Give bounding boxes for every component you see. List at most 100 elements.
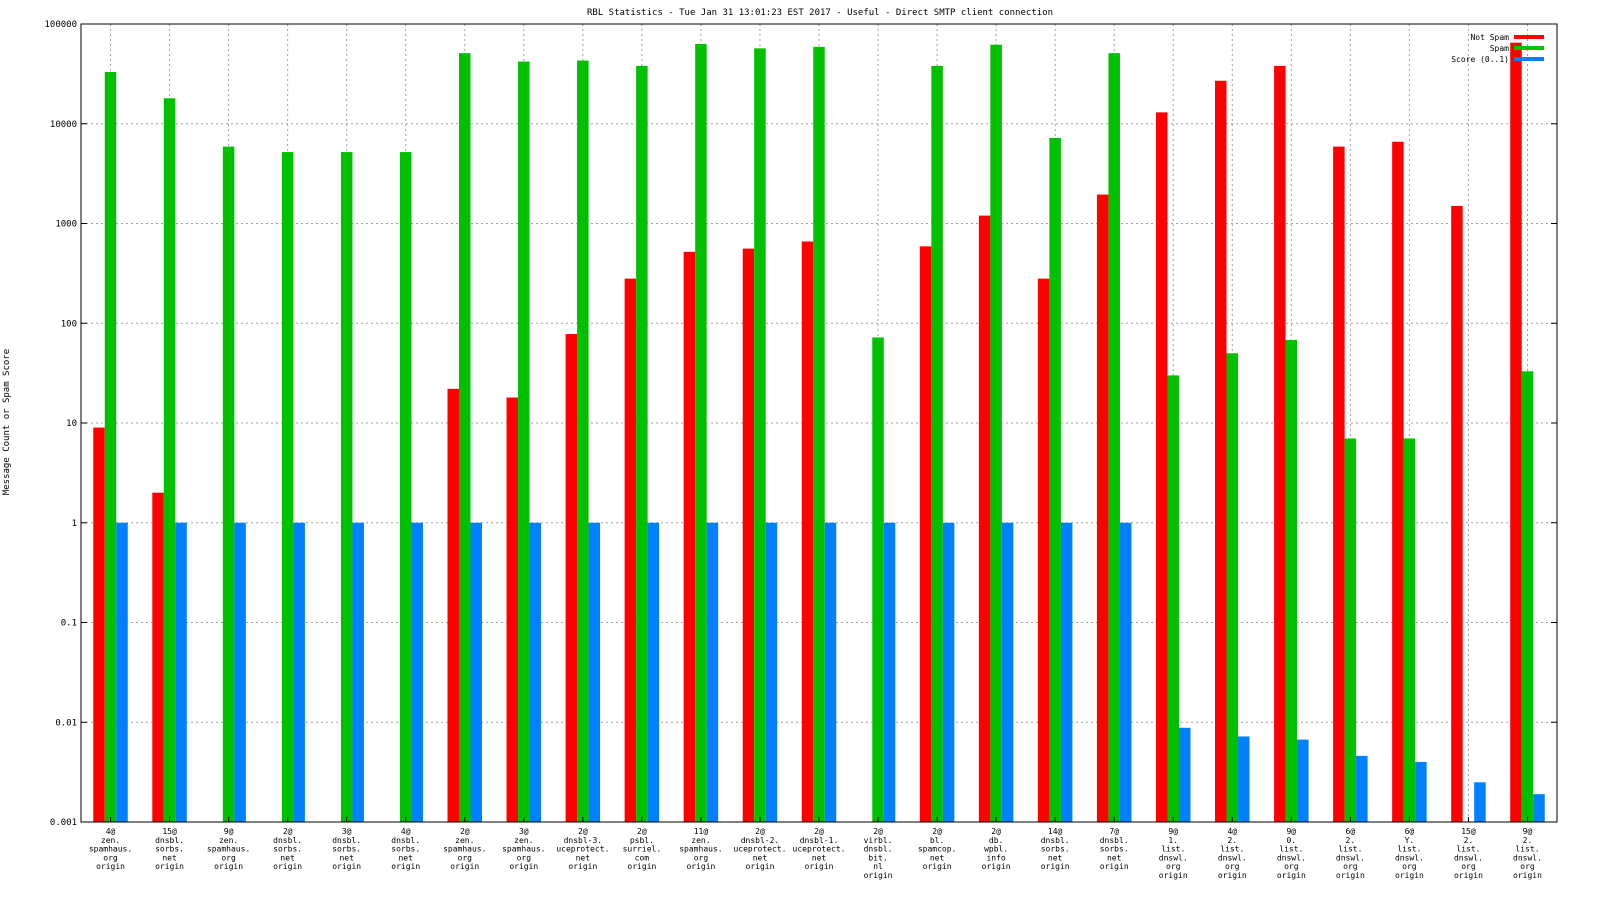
bar-spam: [1403, 438, 1416, 822]
bar-spam: [754, 48, 766, 822]
y-tick-label: 0.01: [55, 718, 77, 728]
y-tick-label: 1: [72, 519, 77, 529]
bar-not-spam: [742, 248, 755, 823]
bar-not-spam: [978, 215, 991, 822]
bar-spam: [636, 65, 648, 823]
x-tick-label: 2@ zen. spamhaus. org origin: [443, 827, 486, 871]
bar-score-0-1: [175, 522, 187, 822]
bars-group: [93, 42, 1545, 823]
bar-score-0-1: [411, 522, 423, 822]
x-tick-label: 2@ dnsbl-1. uceprotect. net origin: [793, 827, 846, 871]
bar-not-spam: [447, 388, 460, 822]
bar-score-0-1: [706, 522, 719, 822]
bar-score-0-1: [293, 522, 305, 822]
x-tick-label: 4@ zen. spamhaus. org origin: [89, 827, 132, 871]
bar-score-0-1: [765, 522, 778, 822]
bar-not-spam: [801, 241, 814, 822]
bar-score-0-1: [1533, 794, 1545, 822]
bar-not-spam: [1392, 141, 1404, 822]
legend-swatch-score: [1514, 57, 1544, 61]
x-tick-label: 7@ dnsbl. sorbs. net origin: [1100, 827, 1129, 871]
bar-spam: [813, 46, 825, 822]
bar-score-0-1: [1119, 522, 1132, 822]
y-axis-label: Message Count or Spam Score: [2, 349, 12, 495]
bar-spam: [1049, 137, 1061, 822]
x-tick-label: 9@ zen. spamhaus. org origin: [207, 827, 250, 871]
x-tick-label: 2@ virbl. dnsbl. bit. nl origin: [864, 827, 893, 880]
bar-score-0-1: [1297, 739, 1309, 822]
bar-not-spam: [1215, 80, 1227, 823]
bar-not-spam: [152, 492, 164, 822]
y-tick-label: 1000: [55, 220, 77, 230]
bar-score-0-1: [942, 522, 955, 822]
x-tick-label: 6@ 2. list. dnswl. org origin: [1336, 827, 1365, 880]
bar-score-0-1: [1178, 727, 1191, 822]
x-tick-label: 2@ dnsbl. sorbs. net origin: [273, 827, 302, 871]
bar-not-spam: [93, 427, 105, 822]
plot-border: [80, 23, 1558, 823]
bar-spam: [399, 152, 412, 822]
bar-not-spam: [1155, 112, 1168, 822]
bar-not-spam: [624, 278, 637, 822]
bar-score-0-1: [1238, 736, 1250, 822]
bar-spam: [577, 60, 589, 822]
bar-not-spam: [1451, 205, 1463, 823]
bar-score-0-1: [1356, 755, 1368, 822]
x-tick-label: 9@ 0. list. dnswl. org origin: [1277, 827, 1306, 880]
x-tick-labels: 4@ zen. spamhaus. org origin 15@ dnsbl. sorbs. n…: [89, 827, 1542, 880]
chart-title: RBL Statistics - Tue Jan 31 13:01:23 EST…: [587, 8, 1053, 18]
legend-label-spam: Spam: [1490, 44, 1509, 53]
x-tick-label: 2@ bl. spamcop. net origin: [918, 827, 957, 871]
bar-score-0-1: [647, 522, 660, 822]
x-tick-label: 4@ dnsbl. sorbs. net origin: [391, 827, 420, 871]
x-tick-label: 6@ Y. list. dnswl. org origin: [1395, 827, 1424, 880]
bar-spam: [695, 44, 707, 822]
bar-spam: [518, 61, 530, 823]
x-tick-label: 3@ dnsbl. sorbs. net origin: [332, 827, 361, 871]
bar-score-0-1: [470, 522, 483, 822]
bar-not-spam: [565, 334, 578, 822]
bar-spam: [281, 152, 294, 822]
bar-spam: [104, 72, 117, 822]
bar-score-0-1: [1060, 522, 1073, 822]
bar-not-spam: [1274, 65, 1286, 823]
bar-not-spam: [506, 397, 519, 822]
x-tick-label: 3@ zen. spamhaus. org origin: [502, 827, 545, 871]
x-tick-label: 15@ dnsbl. sorbs. net origin: [155, 827, 184, 871]
legend-swatch-spam: [1514, 46, 1544, 50]
bar-score-0-1: [529, 522, 542, 822]
bar-spam: [459, 53, 471, 823]
bar-score-0-1: [352, 522, 364, 822]
x-tick-label: 2@ db. wpbl. info origin: [982, 827, 1011, 871]
bar-spam: [1167, 375, 1179, 822]
bar-not-spam: [1096, 194, 1109, 823]
x-tick-label: 2@ psbl. surriel. com origin: [623, 827, 662, 871]
bar-spam: [931, 65, 943, 823]
bar-score-0-1: [234, 522, 246, 822]
x-tick-label: 4@ 2. list. dnswl. org origin: [1218, 827, 1247, 880]
y-tick-label: 0.001: [50, 818, 77, 828]
axes: [80, 23, 1558, 823]
bar-spam: [1521, 371, 1534, 822]
bar-score-0-1: [883, 522, 896, 822]
bar-spam: [222, 146, 235, 822]
legend-label-not-spam: Not Spam: [1470, 33, 1509, 42]
bar-not-spam: [919, 246, 932, 822]
x-tick-label: 9@ 1. list. dnswl. org origin: [1159, 827, 1188, 880]
x-tick-label: 2@ dnsbl-2. uceprotect. net origin: [733, 827, 786, 871]
bar-score-0-1: [824, 522, 837, 822]
x-tick-label: 2@ dnsbl-3. uceprotect. net origin: [556, 827, 609, 871]
bar-spam: [1344, 438, 1357, 822]
legend-swatch-not-spam: [1514, 35, 1544, 39]
bar-not-spam: [1510, 42, 1522, 823]
bar-not-spam: [1333, 146, 1345, 822]
x-tick-label: 9@ 2. list. dnswl. org origin: [1513, 827, 1542, 880]
y-tick-label: 10: [66, 419, 77, 429]
y-tick-label: 100: [61, 319, 77, 329]
bar-spam: [990, 44, 1002, 823]
bar-spam: [872, 337, 884, 822]
x-tick-label: 11@ zen. spamhaus. org origin: [679, 827, 722, 871]
x-tick-label: 15@ 2. list. dnswl. org origin: [1454, 827, 1483, 880]
